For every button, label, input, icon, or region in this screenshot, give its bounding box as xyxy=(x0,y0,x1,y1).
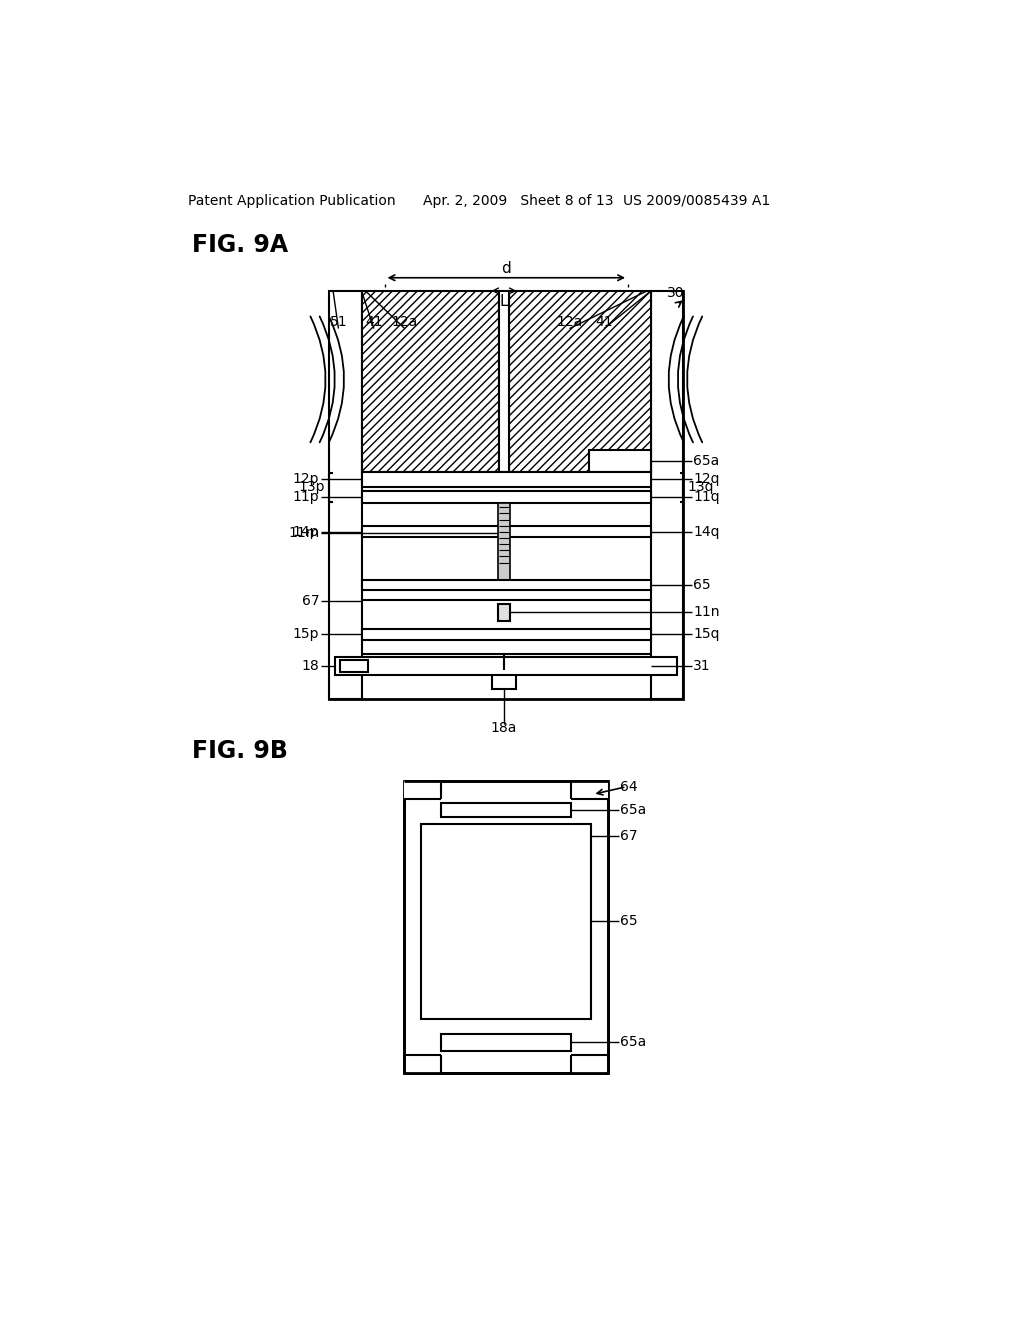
Bar xyxy=(361,628,651,640)
Text: d: d xyxy=(502,261,511,276)
Text: L: L xyxy=(500,294,508,309)
Text: 12q: 12q xyxy=(693,473,720,487)
Bar xyxy=(421,824,591,1019)
Bar xyxy=(361,579,651,590)
Text: 31: 31 xyxy=(693,659,711,673)
Bar xyxy=(498,503,510,579)
Text: 67: 67 xyxy=(302,594,319,609)
Text: 51: 51 xyxy=(330,315,347,330)
Text: 65: 65 xyxy=(693,578,711,591)
Text: 30: 30 xyxy=(668,286,685,300)
Bar xyxy=(509,290,651,471)
Text: 15p: 15p xyxy=(293,627,319,642)
Bar xyxy=(340,660,368,672)
Bar xyxy=(571,780,608,799)
Text: Apr. 2, 2009   Sheet 8 of 13: Apr. 2, 2009 Sheet 8 of 13 xyxy=(423,194,613,207)
Bar xyxy=(361,527,651,537)
Bar xyxy=(336,656,677,675)
Text: US 2009/0085439 A1: US 2009/0085439 A1 xyxy=(624,194,771,207)
Text: 18: 18 xyxy=(301,659,319,673)
Bar xyxy=(403,780,441,799)
Text: 67: 67 xyxy=(621,829,638,843)
Text: Patent Application Publication: Patent Application Publication xyxy=(188,194,396,207)
Text: 13q: 13q xyxy=(687,480,714,494)
Bar xyxy=(500,290,509,471)
Bar xyxy=(330,290,361,700)
Bar xyxy=(571,1055,608,1073)
Text: 14p: 14p xyxy=(293,525,319,539)
Bar xyxy=(651,290,683,700)
Text: 65a: 65a xyxy=(693,454,720,469)
Text: 65: 65 xyxy=(621,915,638,928)
Text: 64: 64 xyxy=(621,780,638,793)
Text: FIG. 9A: FIG. 9A xyxy=(193,232,289,256)
Text: 18a: 18a xyxy=(490,721,517,735)
Text: 65a: 65a xyxy=(621,803,646,817)
Bar xyxy=(361,491,651,503)
Bar xyxy=(441,803,571,817)
Bar xyxy=(493,671,515,689)
Text: 65a: 65a xyxy=(621,1035,646,1049)
Bar xyxy=(361,290,500,471)
Bar xyxy=(361,471,651,487)
Bar xyxy=(403,780,608,1073)
Text: 11q: 11q xyxy=(693,490,720,504)
Text: 11m: 11m xyxy=(288,527,319,540)
Text: FIG. 9B: FIG. 9B xyxy=(193,739,288,763)
Bar xyxy=(403,1055,441,1073)
Bar xyxy=(590,450,651,471)
Text: 11n: 11n xyxy=(693,605,720,619)
Text: 11p: 11p xyxy=(293,490,319,504)
Bar xyxy=(498,605,510,622)
Text: 12a: 12a xyxy=(556,315,583,330)
Text: 12a: 12a xyxy=(391,315,418,330)
Text: 41: 41 xyxy=(366,315,383,330)
Text: 14q: 14q xyxy=(693,525,720,539)
Bar xyxy=(330,290,683,700)
Text: 13p: 13p xyxy=(299,480,326,494)
Bar xyxy=(441,1034,571,1051)
Text: 15q: 15q xyxy=(693,627,720,642)
Text: 12p: 12p xyxy=(293,473,319,487)
Text: 41: 41 xyxy=(595,315,613,330)
